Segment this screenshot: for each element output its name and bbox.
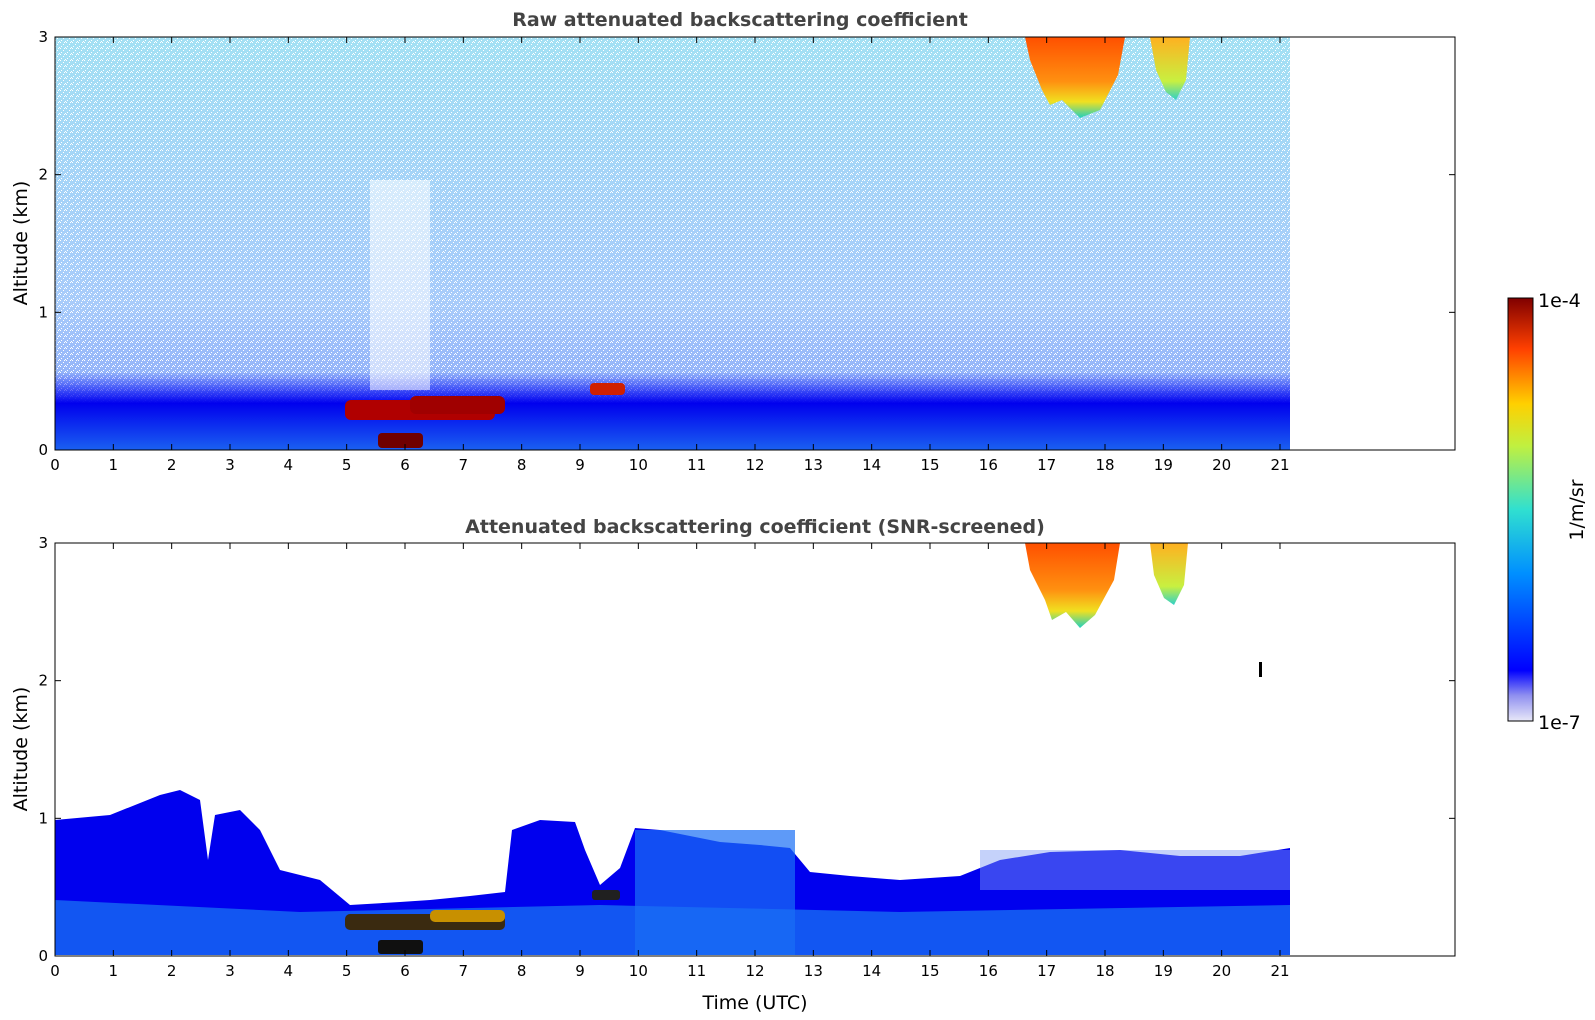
- y-axis: 0 1 2 3: [38, 28, 1455, 459]
- x-tick-label: 4: [284, 962, 294, 980]
- x-tick-label: 5: [342, 962, 352, 980]
- y-tick-label: 2: [38, 166, 48, 184]
- x-tick-label: 13: [804, 456, 823, 474]
- ice-cloud: [1150, 543, 1188, 605]
- ice-cloud: [1150, 37, 1190, 100]
- x-tick-label: 8: [517, 456, 527, 474]
- x-tick-label: 6: [400, 456, 410, 474]
- x-axis-label: Time (UTC): [701, 992, 807, 1014]
- ice-cloud: [1025, 37, 1125, 118]
- y-tick-label: 3: [38, 28, 48, 46]
- y-tick-label: 0: [38, 441, 48, 459]
- x-tick-label: 5: [342, 456, 352, 474]
- x-tick-label: 0: [50, 962, 60, 980]
- x-tick-label: 21: [1270, 962, 1289, 980]
- x-tick-label: 20: [1212, 456, 1231, 474]
- x-tick-label: 15: [920, 456, 939, 474]
- x-tick-label: 1: [109, 456, 119, 474]
- y-tick-label: 2: [38, 672, 48, 690]
- x-tick-label: 17: [1037, 456, 1056, 474]
- colorbar-unit-label: 1/m/sr: [1566, 479, 1588, 540]
- x-tick-label: 20: [1212, 962, 1231, 980]
- x-tick-label: 12: [745, 456, 764, 474]
- no-data-region: [1290, 37, 1455, 450]
- low-cloud-layer: [410, 396, 505, 414]
- colorbar-scale: [1507, 297, 1534, 722]
- low-cloud-base: [378, 940, 423, 954]
- chart-title: Attenuated backscattering coefficient (S…: [465, 516, 1045, 538]
- chart-title: Raw attenuated backscattering coefficien…: [512, 9, 968, 31]
- y-tick-label: 3: [38, 534, 48, 552]
- x-tick-label: 0: [50, 456, 60, 474]
- x-tick-label: 18: [1095, 962, 1114, 980]
- light-aerosol-mid: [635, 830, 795, 955]
- x-tick-label: 18: [1095, 456, 1114, 474]
- x-tick-label: 16: [979, 962, 998, 980]
- x-tick-label: 19: [1154, 456, 1173, 474]
- x-tick-label: 7: [459, 456, 469, 474]
- low-cloud-layer: [430, 910, 505, 922]
- faint-upper-layer: [980, 850, 1290, 890]
- x-tick-label: 6: [400, 962, 410, 980]
- colorbar-min-label: 1e-7: [1538, 712, 1581, 734]
- boundary-layer-aerosol: [55, 372, 1290, 450]
- x-tick-label: 15: [920, 962, 939, 980]
- x-tick-label: 16: [979, 456, 998, 474]
- low-cloud-layer: [592, 890, 620, 900]
- ice-cloud: [1025, 543, 1120, 628]
- x-axis: 0 1 2 3 4 5 6 7 8 9 10 11 12 13 14 15 16 17 18 19 20 21: [50, 543, 1290, 980]
- x-tick-label: 9: [575, 962, 585, 980]
- colorbar: 1e-4 1e-7 1/m/sr: [1507, 290, 1588, 734]
- y-axis-label: Altitude (km): [10, 687, 32, 812]
- low-cloud-layer: [590, 383, 625, 395]
- x-tick-label: 12: [745, 962, 764, 980]
- x-tick-label: 13: [804, 962, 823, 980]
- y-tick-label: 1: [38, 303, 48, 321]
- x-tick-label: 14: [862, 456, 881, 474]
- x-tick-label: 21: [1270, 456, 1289, 474]
- x-tick-label: 9: [575, 456, 585, 474]
- x-tick-label: 7: [459, 962, 469, 980]
- x-tick-label: 10: [629, 962, 648, 980]
- x-tick-label: 2: [167, 456, 177, 474]
- x-tick-label: 10: [629, 456, 648, 474]
- x-tick-label: 3: [225, 456, 235, 474]
- x-tick-label: 14: [862, 962, 881, 980]
- y-axis: 0 1 2 3: [38, 534, 1455, 965]
- x-tick-label: 11: [687, 456, 706, 474]
- clear-sky-column: [370, 180, 430, 390]
- x-tick-label: 17: [1037, 962, 1056, 980]
- heatmap-layers: [55, 543, 1290, 955]
- snr-screened-panel: Attenuated backscattering coefficient (S…: [10, 516, 1456, 1014]
- x-tick-label: 2: [167, 962, 177, 980]
- y-axis-label: Altitude (km): [10, 181, 32, 306]
- raw-backscatter-panel: Raw attenuated backscattering coefficien…: [10, 9, 1456, 474]
- isolated-signal: [1259, 662, 1262, 677]
- colorbar-max-label: 1e-4: [1538, 290, 1581, 312]
- x-axis: 0 1 2 3 4 5 6 7 8 9 10 11 12 13 14 15 16 17 18 19 20 21: [50, 37, 1290, 474]
- x-tick-label: 1: [109, 962, 119, 980]
- x-tick-label: 3: [225, 962, 235, 980]
- x-tick-label: 8: [517, 962, 527, 980]
- x-tick-label: 11: [687, 962, 706, 980]
- low-cloud-base: [378, 433, 423, 448]
- y-tick-label: 1: [38, 809, 48, 827]
- y-tick-label: 0: [38, 947, 48, 965]
- heatmap-layers: [55, 37, 1455, 450]
- x-tick-label: 19: [1154, 962, 1173, 980]
- x-tick-label: 4: [284, 456, 294, 474]
